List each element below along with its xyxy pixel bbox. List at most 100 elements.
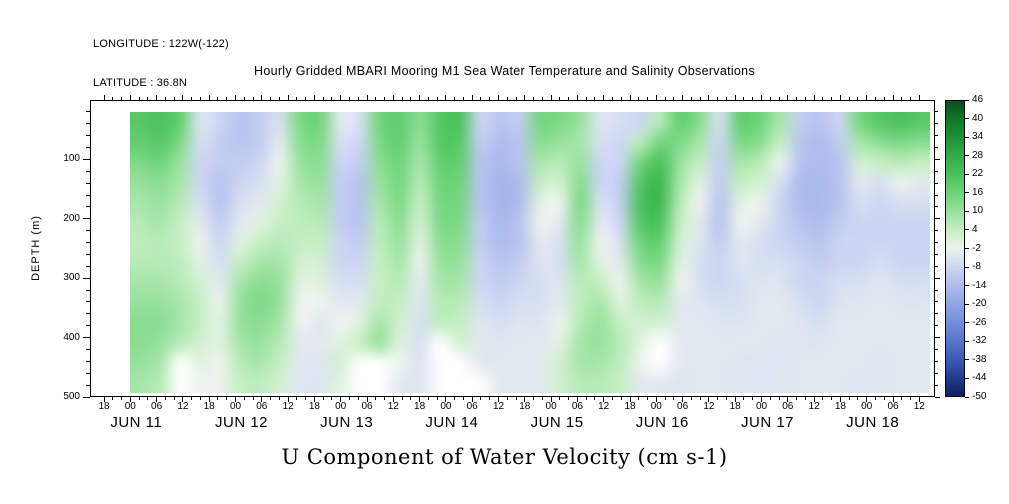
x-minor-tick [217,397,219,400]
colorbar-tick [965,118,969,120]
y-minor-tick-right [935,135,938,137]
x-minor-tick [270,397,272,400]
x-major-tick-top [839,95,841,100]
y-tick-label: 200 [63,212,80,224]
x-major-tick [156,397,158,402]
x-tick-label: 18 [308,401,320,412]
x-minor-tick-top [725,97,727,100]
x-major-tick-top [498,95,499,100]
x-minor-tick-top [568,97,570,100]
x-minor-tick [848,397,850,400]
y-minor-tick-right [935,313,938,315]
colorbar-tick-label: 22 [972,168,984,180]
y-minor-tick [86,348,90,350]
x-major-tick-top [340,95,342,100]
x-minor-tick-top [401,97,403,100]
y-major-tick [83,337,90,339]
y-minor-tick-right [935,170,938,172]
y-axis-label: DEPTH (m) [30,215,42,281]
x-minor-tick-top [322,97,324,100]
x-minor-tick-top [638,97,640,100]
y-minor-tick-right [935,384,938,386]
x-major-tick-top [813,95,815,100]
y-tick-label: 100 [63,153,80,165]
x-major-tick-top [918,95,920,100]
x-minor-tick [296,397,298,400]
x-minor-tick [489,397,491,400]
x-minor-tick [533,397,535,400]
y-major-tick-right [935,218,940,220]
x-minor-tick-top [375,97,377,100]
x-minor-tick-top [848,97,850,100]
x-minor-tick [743,397,745,400]
y-minor-tick [86,147,90,149]
x-minor-tick-top [594,97,596,100]
plot-title: Hourly Gridded MBARI Mooring M1 Sea Wate… [254,64,755,78]
x-major-tick [208,397,210,402]
x-tick-label: 12 [387,401,399,412]
colorbar-tick [965,396,969,398]
x-major-tick-top [524,95,526,100]
x-minor-tick-top [436,97,438,100]
colorbar [945,100,965,397]
y-major-tick [83,218,90,220]
y-minor-tick [86,135,90,137]
x-tick-label: 18 [519,401,531,412]
x-tick-label: 12 [598,401,610,412]
y-minor-tick [86,313,90,315]
x-minor-tick [164,397,166,400]
x-tick-label: 12 [282,401,294,412]
y-minor-tick-right [935,206,938,208]
longitude-label: LONGITUDE : 122W(-122) [93,38,229,50]
x-tick-label: 12 [492,401,505,412]
x-minor-tick [147,397,149,400]
x-minor-tick-top [796,97,798,100]
x-major-tick-top [392,95,394,100]
x-minor-tick-top [585,97,587,100]
colorbar-tick-label: 40 [972,112,984,124]
x-minor-tick-top [226,97,228,100]
x-tick-label: 00 [755,401,768,412]
x-day-label: JUN 14 [425,414,479,431]
x-minor-tick-top [541,97,543,100]
colorbar-tick [965,359,969,361]
x-minor-tick-top [901,97,903,100]
x-minor-tick [638,397,640,400]
x-major-tick-top [655,95,657,100]
x-day-label: JUN 11 [110,414,163,431]
x-minor-tick [717,397,719,400]
y-minor-tick-right [935,301,938,303]
x-minor-tick [278,397,280,400]
x-major-tick-top [287,95,289,100]
x-day-label: JUN 18 [846,414,900,431]
x-minor-tick [138,397,140,400]
x-minor-tick [559,397,561,400]
x-tick-label: 06 [361,401,373,412]
y-minor-tick [86,111,90,113]
colorbar-tick-label: -38 [972,353,987,365]
colorbar-tick [965,210,969,212]
x-major-tick-top [261,95,263,100]
x-minor-tick-top [348,97,350,100]
x-minor-tick-top [357,97,359,100]
x-minor-tick [620,397,622,400]
x-minor-tick [515,397,517,400]
y-major-tick-right [935,277,940,279]
x-major-tick-top [682,95,684,100]
x-minor-tick [305,397,307,400]
x-minor-tick-top [533,97,535,100]
x-minor-tick-top [673,97,675,100]
x-major-tick [182,397,184,402]
y-minor-tick-right [935,289,938,291]
y-minor-tick [86,301,90,303]
x-minor-tick-top [252,97,254,100]
x-major-tick [839,397,841,402]
x-tick-label: 12 [703,401,715,412]
x-major-tick-top [550,95,552,100]
colorbar-tick-label: 46 [972,94,984,105]
x-minor-tick [191,397,193,400]
x-tick-label: 06 [151,401,163,412]
x-minor-tick [568,397,570,400]
y-tick-label: 300 [63,272,80,284]
